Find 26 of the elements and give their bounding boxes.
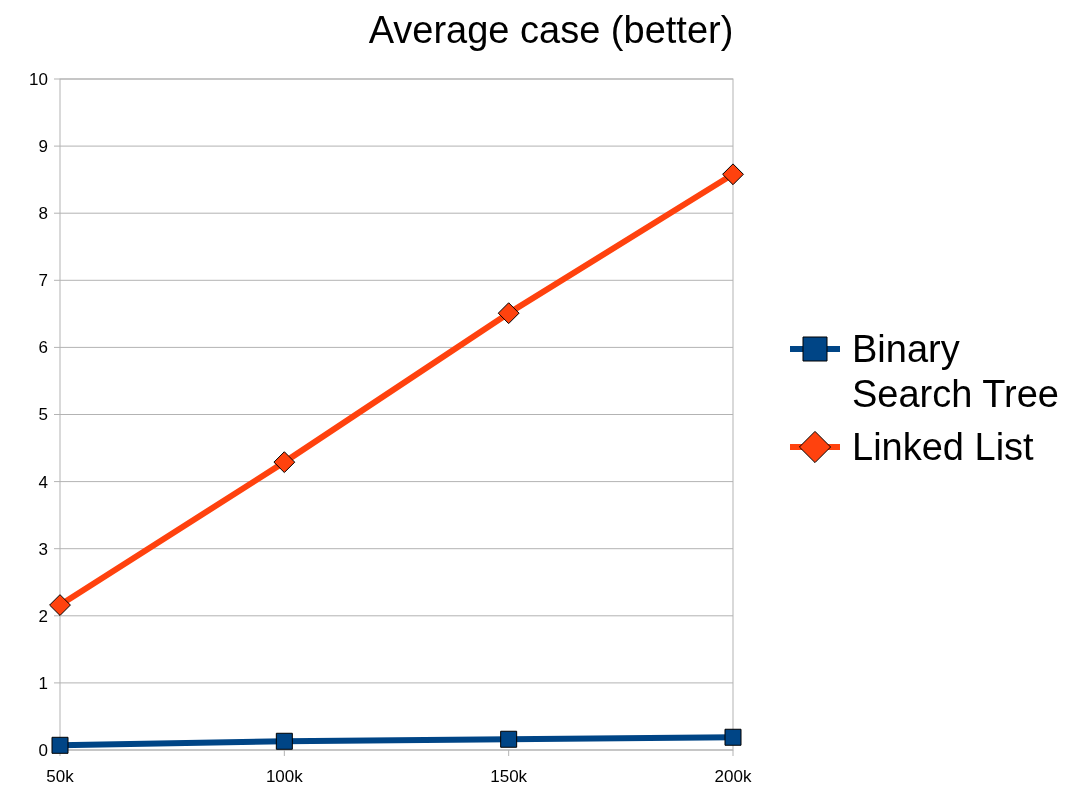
point <box>49 594 71 616</box>
y-tick-label: 6 <box>38 338 48 358</box>
y-tick-label: 10 <box>29 69 48 89</box>
point <box>273 451 296 474</box>
point <box>51 736 69 754</box>
y-tick-label: 3 <box>38 539 48 559</box>
y-tick-label: 4 <box>38 472 48 492</box>
point <box>500 730 518 748</box>
y-tick-label: 5 <box>38 405 48 425</box>
y-tick-label: 1 <box>38 673 48 693</box>
x-tick-label: 100k <box>265 767 304 786</box>
x-tick-label: 200k <box>714 767 752 786</box>
legend-label: Linked List <box>852 426 1035 469</box>
y-tick-label: 2 <box>38 606 48 626</box>
point <box>722 163 744 186</box>
point <box>275 732 293 750</box>
y-tick-label: 7 <box>38 271 48 291</box>
chart-title: Average case (better) <box>368 9 734 51</box>
point <box>724 728 742 746</box>
point <box>497 302 520 325</box>
y-tick-label: 0 <box>38 740 48 760</box>
x-tick-label: 50k <box>46 767 75 786</box>
y-tick-label: 8 <box>38 204 48 224</box>
x-tick-label: 150k <box>490 767 528 786</box>
legend-label: Binary Search Tree <box>852 328 1059 416</box>
y-tick-label: 9 <box>38 137 48 157</box>
